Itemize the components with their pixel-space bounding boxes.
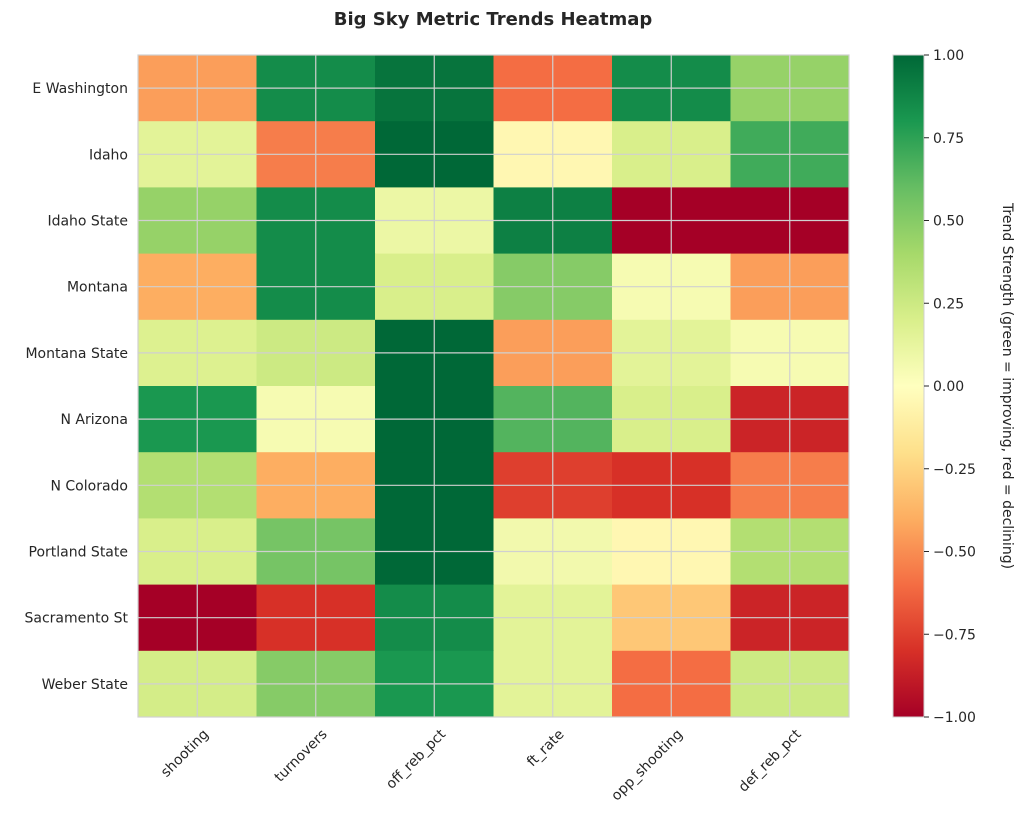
colorbar: 1.00 0.75 0.50 0.25 0.00 −0.25 −0.50 −0.75 −1.00… <box>892 48 1015 726</box>
row-label: E Washington <box>32 81 128 97</box>
colorbar-tick-label: −0.25 <box>933 462 976 478</box>
column-labels: shooting turnovers off_reb_pct ft_rate opp_s… <box>158 726 805 804</box>
column-label: off_reb_pct <box>383 726 449 792</box>
chart-title: Big Sky Metric Trends Heatmap <box>334 9 653 30</box>
column-label: ft_rate <box>524 727 568 771</box>
plot-frame <box>137 54 850 718</box>
row-label: Montana <box>67 280 128 296</box>
colorbar-tick-label: −0.50 <box>933 545 976 561</box>
column-label: shooting <box>158 727 212 781</box>
row-labels: E Washington Idaho Idaho State Montana Monta… <box>24 81 128 693</box>
colorbar-tick-label: 0.25 <box>933 296 964 312</box>
column-label: opp_shooting <box>608 727 686 805</box>
colorbar-tick-label: −0.75 <box>933 627 976 643</box>
colorbar-gradient <box>892 54 925 718</box>
row-label: Sacramento St <box>24 611 128 627</box>
row-label: N Colorado <box>50 478 128 494</box>
colorbar-tick-label: 0.00 <box>933 379 964 395</box>
colorbar-tick-label: −1.00 <box>933 710 976 726</box>
row-label: Portland State <box>29 545 129 561</box>
column-label: turnovers <box>272 727 331 786</box>
colorbar-tick-label: 0.50 <box>933 214 964 230</box>
colorbar-label: Trend Strength (green = improving, red =… <box>999 202 1015 569</box>
row-label: Weber State <box>42 677 128 693</box>
colorbar-tick-label: 1.00 <box>933 48 964 64</box>
colorbar-tick-label: 0.75 <box>933 131 964 147</box>
column-label: def_reb_pct <box>736 726 805 795</box>
gridlines <box>137 54 850 718</box>
row-label: Idaho <box>89 147 128 163</box>
row-label: Idaho State <box>47 214 128 230</box>
row-label: Montana State <box>25 346 128 362</box>
row-label: N Arizona <box>60 412 128 428</box>
